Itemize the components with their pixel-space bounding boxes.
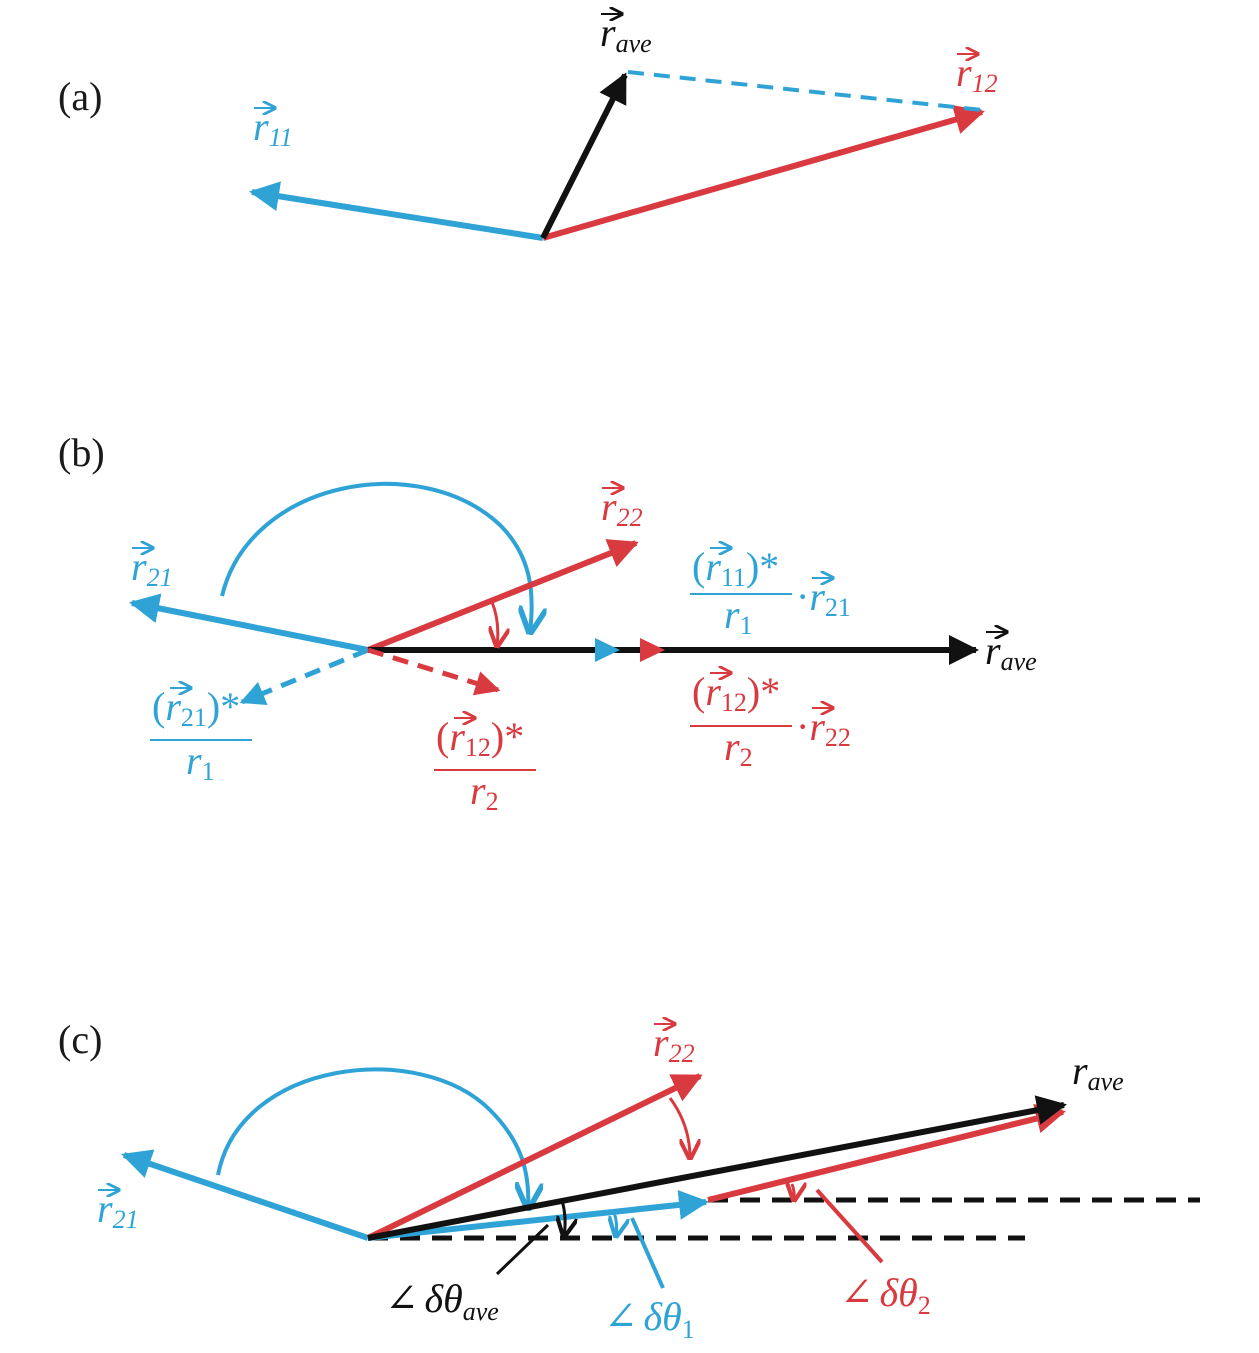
svg-text:r2: r2 <box>724 724 753 772</box>
rotation-arc-c <box>216 1067 528 1208</box>
svg-text:r12: r12 <box>956 50 998 98</box>
angle-arc-black-c <box>562 1199 565 1236</box>
angle-arc-red-c-lower <box>792 1184 794 1200</box>
vector-r21-conj-dashed <box>239 647 369 705</box>
label-a-r11: r11 <box>253 104 293 152</box>
vector-rave <box>540 72 628 240</box>
arrowhead-red-on-axis <box>640 638 665 662</box>
svg-text:·r22: ·r22 <box>796 704 851 752</box>
leader-dtheta-1 <box>630 1217 665 1289</box>
svg-text:r1: r1 <box>186 738 215 786</box>
vector-r21-c <box>121 1149 369 1241</box>
panel-b: (b) r22 r21 rave (r11 <box>58 430 1037 816</box>
svg-text:(r11)*: (r11)* <box>692 544 779 592</box>
label-dtheta-ave: ∠ δθave <box>385 1276 499 1326</box>
svg-text:r21: r21 <box>131 544 173 592</box>
angle-arc-red-c-upper <box>668 1097 690 1158</box>
panel-b-label: (b) <box>58 430 105 475</box>
label-b-r21: r21 <box>131 544 173 592</box>
label-c-rave: rave <box>1072 1048 1124 1096</box>
label-frac-r12: (r12)* r2 <box>434 714 536 816</box>
svg-text:r2: r2 <box>470 768 499 816</box>
vector-rave-c <box>367 1095 1067 1241</box>
svg-text:rave: rave <box>985 628 1037 676</box>
svg-text:rave: rave <box>600 10 652 58</box>
panel-c: (c) r22 r21 rave ∠ δθave <box>58 1017 1200 1344</box>
vector-r11 <box>249 181 544 241</box>
label-b-rave: rave <box>985 628 1037 676</box>
vector-red-aligned-c <box>707 1103 1066 1203</box>
angle-arc-blue-c <box>614 1211 617 1236</box>
label-c-r22: r22 <box>653 1020 695 1068</box>
angle-arc-red-b <box>492 601 498 646</box>
label-frac-r11-r21: (r11)* r1 ·r21 <box>690 544 851 640</box>
svg-text:r1: r1 <box>724 592 753 640</box>
svg-text:r22: r22 <box>653 1020 695 1068</box>
vector-r22-c <box>366 1073 703 1241</box>
svg-text:·r21: ·r21 <box>796 574 851 622</box>
svg-text:r22: r22 <box>601 484 643 532</box>
label-frac-r12-r22: (r12)* r2 ·r22 <box>690 669 851 772</box>
label-dtheta-2: ∠ δθ2 <box>840 1270 931 1320</box>
dashed-connector-a <box>627 70 983 112</box>
leader-dtheta-2 <box>815 1188 884 1264</box>
svg-text:(r12)*: (r12)* <box>436 714 524 762</box>
svg-text:(r12)*: (r12)* <box>692 669 780 717</box>
vector-r22-b <box>366 539 639 653</box>
panel-a-label: (a) <box>58 74 102 119</box>
svg-text:r11: r11 <box>253 104 293 152</box>
label-frac-r21: (r21)* r1 <box>150 684 252 786</box>
label-a-r12: r12 <box>956 50 998 98</box>
leader-dtheta-ave <box>495 1223 550 1276</box>
label-c-r21: r21 <box>97 1186 139 1234</box>
vector-r12-conj-dashed <box>367 647 501 696</box>
panel-c-label: (c) <box>58 1017 102 1062</box>
panel-a: (a) rave r12 r11 <box>58 10 998 241</box>
arrowhead-blue-on-axis <box>595 638 620 662</box>
svg-text:r21: r21 <box>97 1186 139 1234</box>
label-b-r22: r22 <box>601 484 643 532</box>
svg-text:(r21)*: (r21)* <box>152 684 240 732</box>
vector-blue-aligned-c <box>367 1189 709 1241</box>
label-a-rave: rave <box>600 10 652 58</box>
rotation-arc-b <box>220 481 532 632</box>
vector-r21-b <box>129 593 369 653</box>
label-dtheta-1: ∠ δθ1 <box>604 1294 695 1344</box>
vector-r12 <box>542 105 985 241</box>
